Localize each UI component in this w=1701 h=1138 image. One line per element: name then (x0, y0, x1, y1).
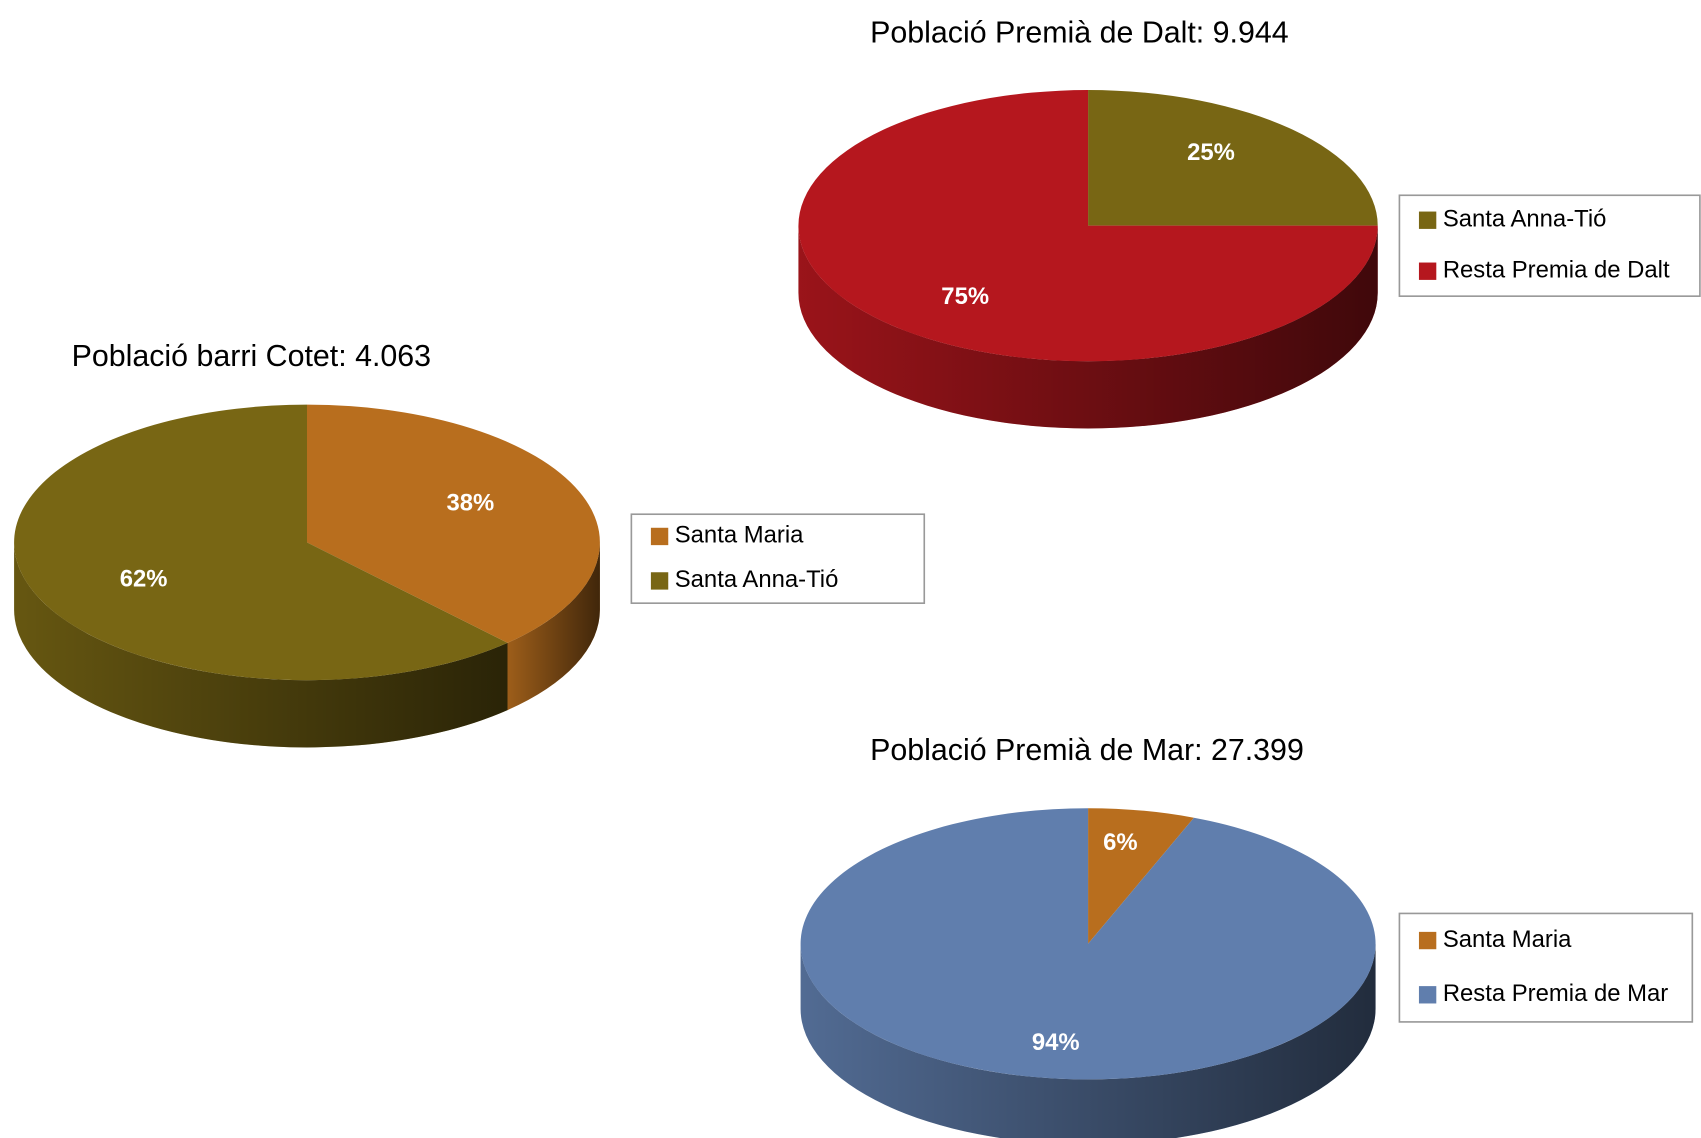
side-shade (800, 943, 1376, 1138)
chart-title: Població barri Cotet: 4.063 (72, 340, 431, 373)
legend-swatch (1418, 986, 1437, 1004)
legend-swatch (1418, 262, 1437, 280)
pie-slice (1088, 808, 1194, 944)
legend-label: Resta Premia de Mar (1443, 980, 1668, 1007)
data-label: 75% (941, 283, 989, 310)
side-shade (798, 225, 1378, 429)
pie-slice (14, 404, 508, 681)
side-shade (14, 542, 508, 748)
chart-title: Població Premià de Dalt: 9.944 (870, 17, 1289, 50)
legend-label: Santa Maria (1443, 926, 1572, 953)
legend-label: Santa Anna-Tió (1443, 206, 1607, 233)
pie-slice (307, 404, 600, 643)
chart-title: Població Premià de Mar: 27.399 (870, 734, 1304, 767)
legend-swatch (650, 572, 669, 590)
legend-swatch (1418, 211, 1437, 229)
legend-label: Santa Maria (675, 522, 804, 549)
pie-slice (1088, 90, 1378, 226)
legend-swatch (1418, 931, 1437, 950)
legend-swatch (650, 527, 669, 546)
side-shade (507, 542, 600, 711)
data-label: 94% (1032, 1029, 1080, 1056)
legend-box (1398, 194, 1701, 297)
data-label: 38% (447, 490, 495, 517)
data-label: 25% (1187, 139, 1235, 166)
legend-box (1398, 912, 1694, 1023)
data-label: 62% (120, 566, 168, 593)
data-label: 6% (1103, 829, 1137, 856)
legend-box (630, 513, 926, 604)
legend-label: Resta Premia de Dalt (1443, 257, 1670, 284)
pie-slice (800, 808, 1376, 1080)
legend-label: Santa Anna-Tió (675, 566, 839, 593)
pie-slice (798, 90, 1378, 362)
